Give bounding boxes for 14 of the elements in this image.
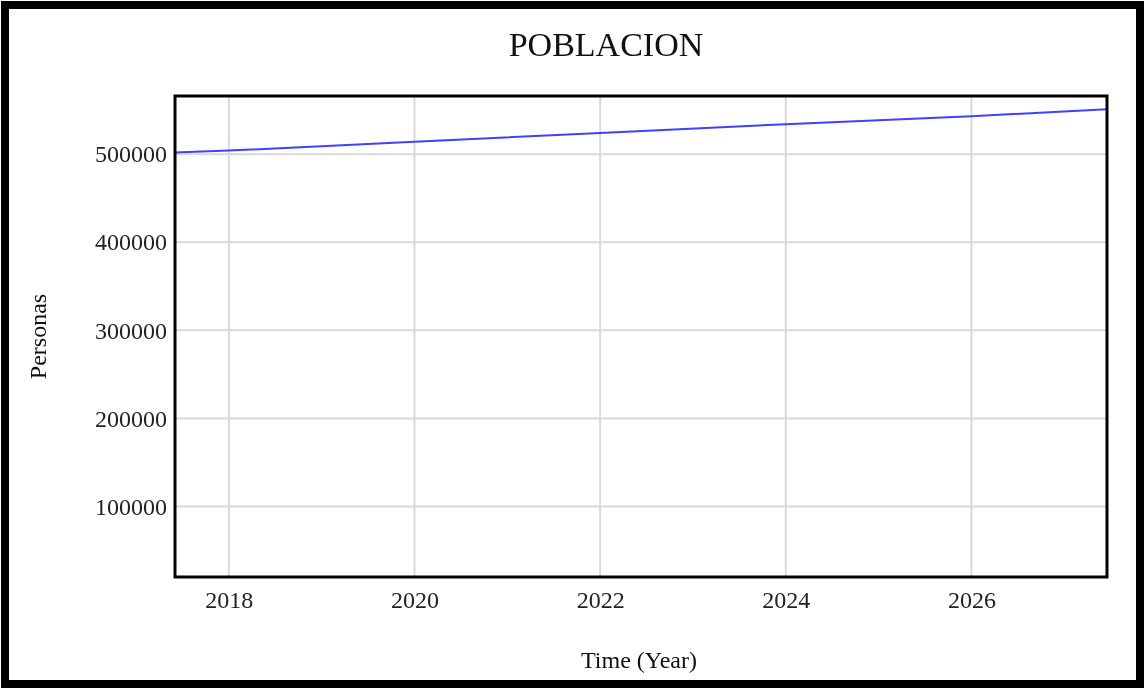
line-series — [174, 108, 1108, 154]
x-tick-label: 2020 — [391, 587, 439, 614]
x-axis-title: Time (Year) — [580, 647, 698, 673]
x-tick-label: 2018 — [205, 587, 254, 614]
chart-title: POBLACION — [508, 26, 704, 63]
y-axis-title: Personas — [25, 293, 51, 380]
y-tick-label: 100000 — [95, 493, 167, 520]
y-tick-label: 300000 — [95, 317, 167, 344]
y-tick-label: 200000 — [95, 405, 167, 432]
x-tick-label: 2022 — [576, 587, 625, 614]
x-tick-label: 2026 — [947, 587, 996, 614]
y-tick-label: 500000 — [95, 141, 167, 168]
x-tick-label: 2024 — [762, 587, 811, 614]
y-tick-label: 400000 — [95, 229, 167, 256]
